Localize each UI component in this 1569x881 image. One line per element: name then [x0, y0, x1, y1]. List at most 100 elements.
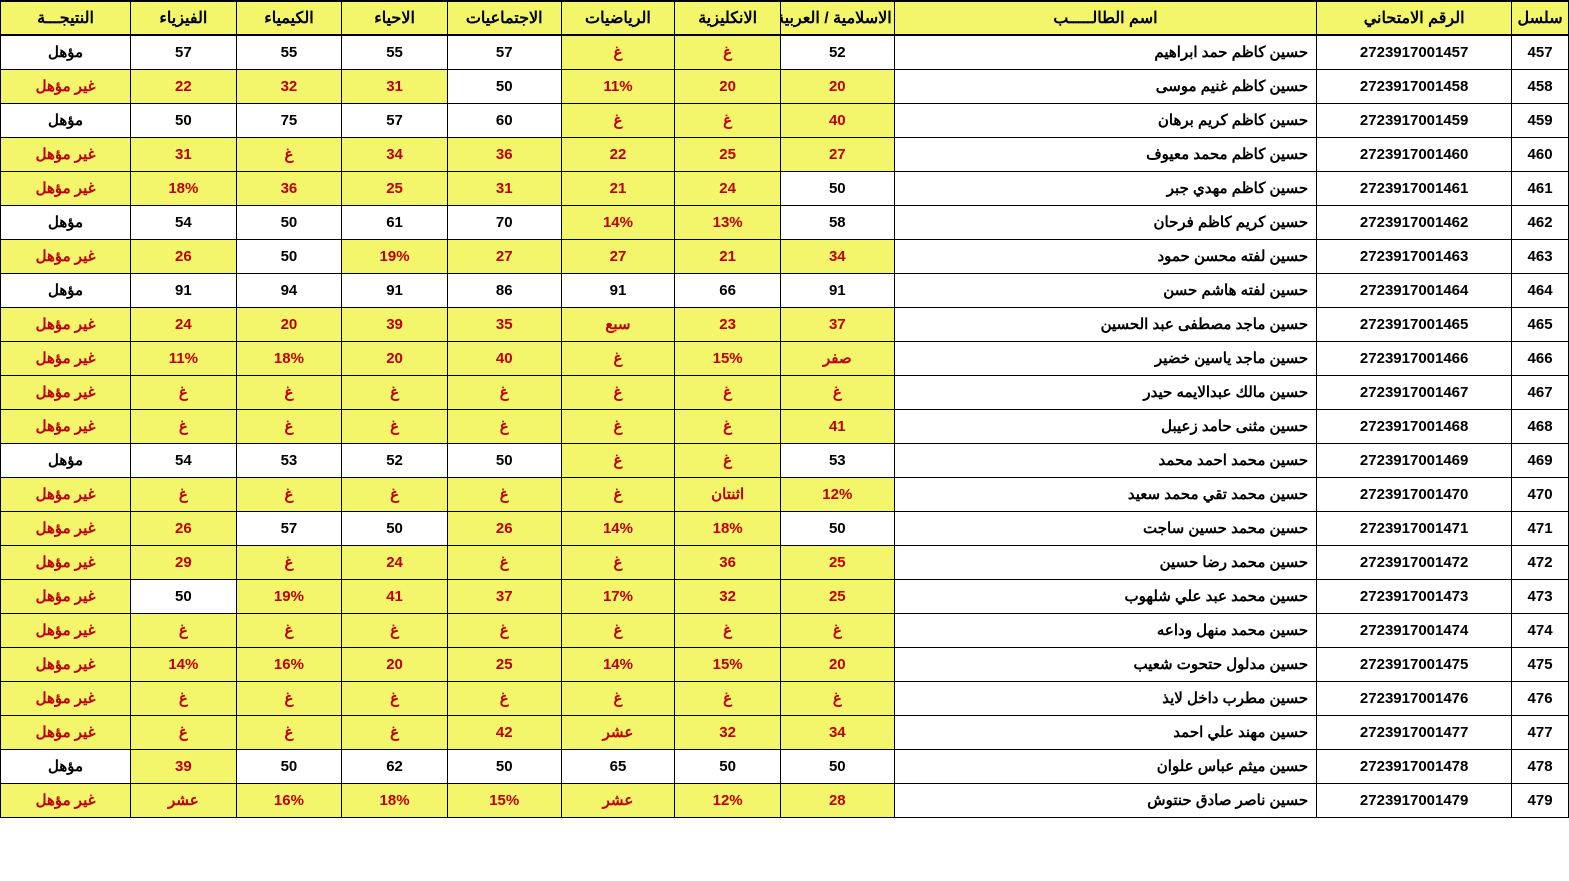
cell-score: 32: [675, 715, 781, 749]
cell-exam-no: 2723917001475: [1317, 647, 1512, 681]
cell-score: 91: [561, 273, 675, 307]
cell-score: 50: [780, 511, 894, 545]
cell-score: 18%: [236, 341, 342, 375]
table-row: 4712723917001471حسين محمد حسين ساجت5018%…: [1, 511, 1569, 545]
cell-result: غير مؤهل: [1, 137, 131, 171]
cell-result: غير مؤهل: [1, 375, 131, 409]
cell-score: 34: [780, 715, 894, 749]
cell-score: 11%: [131, 341, 237, 375]
cell-score: 31: [447, 171, 561, 205]
cell-score: 17%: [561, 579, 675, 613]
table-row: 4792723917001479حسين ناصر صادق حنتوش2812…: [1, 783, 1569, 817]
table-row: 4782723917001478حسين ميثم عباس علوان5050…: [1, 749, 1569, 783]
cell-student-name: حسين مطرب داخل لايذ: [894, 681, 1316, 715]
cell-score: 18%: [131, 171, 237, 205]
cell-score: 58: [780, 205, 894, 239]
cell-score: 14%: [561, 647, 675, 681]
cell-score: 22: [131, 69, 237, 103]
cell-score: غ: [561, 375, 675, 409]
cell-score: 12%: [675, 783, 781, 817]
cell-exam-no: 2723917001467: [1317, 375, 1512, 409]
table-row: 4602723917001460حسين كاظم محمد معيوف2725…: [1, 137, 1569, 171]
cell-score: 12%: [780, 477, 894, 511]
cell-score: 50: [780, 171, 894, 205]
cell-exam-no: 2723917001458: [1317, 69, 1512, 103]
cell-student-name: حسين محمد احمد محمد: [894, 443, 1316, 477]
cell-score: 13%: [675, 205, 781, 239]
cell-score: 39: [131, 749, 237, 783]
cell-score: غ: [675, 681, 781, 715]
cell-seq: 458: [1512, 69, 1569, 103]
cell-score: 29: [131, 545, 237, 579]
cell-score: 23: [675, 307, 781, 341]
cell-score: غ: [780, 613, 894, 647]
cell-student-name: حسين محمد تقي محمد سعيد: [894, 477, 1316, 511]
cell-score: 31: [131, 137, 237, 171]
col-header-chemistry: الكيمياء: [236, 1, 342, 35]
cell-score: 50: [131, 579, 237, 613]
cell-score: غ: [342, 375, 448, 409]
cell-score: 31: [342, 69, 448, 103]
cell-score: غ: [675, 103, 781, 137]
cell-exam-no: 2723917001471: [1317, 511, 1512, 545]
cell-student-name: حسين كاظم محمد معيوف: [894, 137, 1316, 171]
cell-seq: 474: [1512, 613, 1569, 647]
cell-exam-no: 2723917001474: [1317, 613, 1512, 647]
cell-score: 25: [675, 137, 781, 171]
cell-score: غ: [342, 681, 448, 715]
table-row: 4642723917001464حسين لفته هاشم حسن916691…: [1, 273, 1569, 307]
cell-student-name: حسين مالك عبدالايمه حيدر: [894, 375, 1316, 409]
cell-student-name: حسين محمد عبد علي شلهوب: [894, 579, 1316, 613]
cell-score: 15%: [675, 341, 781, 375]
cell-result: مؤهل: [1, 273, 131, 307]
cell-score: غ: [561, 613, 675, 647]
cell-score: 57: [236, 511, 342, 545]
cell-exam-no: 2723917001479: [1317, 783, 1512, 817]
cell-score: 50: [131, 103, 237, 137]
cell-result: غير مؤهل: [1, 681, 131, 715]
table-row: 4762723917001476حسين مطرب داخل لايذغغغغغ…: [1, 681, 1569, 715]
table-row: 4592723917001459حسين كاظم كريم برهان40غغ…: [1, 103, 1569, 137]
cell-score: صفر: [780, 341, 894, 375]
cell-student-name: حسين كريم كاظم فرحان: [894, 205, 1316, 239]
cell-score: 55: [236, 35, 342, 69]
cell-score: 22: [561, 137, 675, 171]
cell-score: غ: [131, 375, 237, 409]
cell-score: غ: [675, 443, 781, 477]
cell-student-name: حسين ميثم عباس علوان: [894, 749, 1316, 783]
cell-score: 20: [780, 647, 894, 681]
cell-student-name: حسين ماجد مصطفى عبد الحسين: [894, 307, 1316, 341]
cell-score: غ: [675, 613, 781, 647]
cell-score: 66: [675, 273, 781, 307]
cell-exam-no: 2723917001470: [1317, 477, 1512, 511]
cell-score: 18%: [342, 783, 448, 817]
cell-result: غير مؤهل: [1, 715, 131, 749]
cell-student-name: حسين لفته محسن حمود: [894, 239, 1316, 273]
cell-seq: 461: [1512, 171, 1569, 205]
cell-score: غ: [780, 681, 894, 715]
cell-seq: 469: [1512, 443, 1569, 477]
cell-exam-no: 2723917001464: [1317, 273, 1512, 307]
cell-seq: 460: [1512, 137, 1569, 171]
cell-student-name: حسين كاظم مهدي جبر: [894, 171, 1316, 205]
results-table: سلسلالرقم الامتحانياسم الطالـــــبالاسلا…: [0, 0, 1569, 818]
cell-score: 40: [780, 103, 894, 137]
cell-score: 91: [342, 273, 448, 307]
cell-score: 18%: [675, 511, 781, 545]
cell-score: 50: [675, 749, 781, 783]
col-header-name: اسم الطالـــــب: [894, 1, 1316, 35]
cell-seq: 470: [1512, 477, 1569, 511]
cell-result: غير مؤهل: [1, 171, 131, 205]
cell-score: غ: [236, 681, 342, 715]
cell-seq: 462: [1512, 205, 1569, 239]
cell-result: مؤهل: [1, 205, 131, 239]
cell-score: 50: [342, 511, 448, 545]
cell-score: 20: [675, 69, 781, 103]
cell-student-name: حسين ناصر صادق حنتوش: [894, 783, 1316, 817]
cell-score: غ: [131, 477, 237, 511]
table-row: 4572723917001457حسين كاظم حمد ابراهيم52غ…: [1, 35, 1569, 69]
cell-exam-no: 2723917001459: [1317, 103, 1512, 137]
cell-score: 65: [561, 749, 675, 783]
cell-score: 16%: [236, 783, 342, 817]
cell-score: عشر: [561, 783, 675, 817]
